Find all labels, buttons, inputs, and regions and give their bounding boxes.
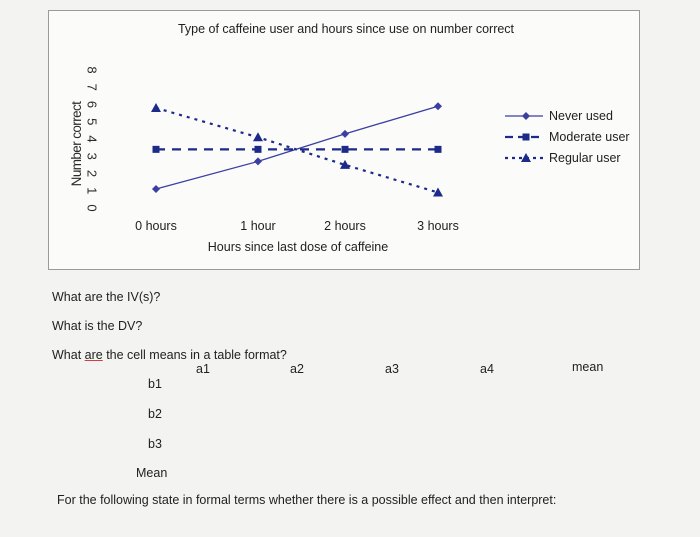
question-cell-means-suffix: the cell means in a table format?	[102, 348, 287, 362]
data-point-moderate-user-1	[254, 145, 262, 153]
legend-label-regular-user: Regular user	[549, 151, 621, 165]
series-line-regular-user	[155, 106, 439, 194]
x-tick-label-0: 0 hours	[135, 219, 177, 233]
question-formal: For the following state in formal terms …	[57, 493, 557, 507]
y-tick-label-1: 1	[85, 187, 100, 194]
data-point-moderate-user-3	[434, 145, 442, 153]
col-header-a4: a4	[480, 362, 494, 376]
question-cell-means: What are the cell means in a table forma…	[52, 348, 287, 362]
legend-label-moderate-user: Moderate user	[549, 130, 630, 144]
y-tick-label-8: 8	[85, 66, 100, 73]
chart-title: Type of caffeine user and hours since us…	[178, 22, 515, 36]
question-iv: What are the IV(s)?	[52, 290, 161, 304]
col-header-mean: mean	[572, 360, 604, 374]
question-cell-means-prefix: What	[52, 348, 85, 362]
series-line-never-used	[155, 105, 439, 190]
y-tick-label-3: 3	[85, 153, 100, 160]
y-tick-label-7: 7	[85, 84, 100, 91]
x-tick-label-1: 1 hour	[240, 219, 275, 233]
chart-frame	[48, 10, 640, 270]
data-point-regular-user-3	[433, 187, 443, 197]
col-header-a1: a1	[196, 362, 210, 376]
question-dv: What is the DV?	[52, 319, 143, 333]
y-axis-label: Number correct	[69, 101, 84, 186]
data-point-moderate-user-2	[341, 145, 349, 153]
data-point-never-used-3	[434, 102, 442, 111]
y-tick-label-5: 5	[85, 118, 100, 125]
data-point-regular-user-0	[151, 102, 161, 112]
col-header-a3: a3	[385, 362, 399, 376]
legend-marker-regular-user	[521, 153, 531, 162]
row-label-b2: b2	[148, 407, 162, 421]
y-tick-label-2: 2	[85, 170, 100, 177]
legend-marker-never-used	[522, 112, 530, 120]
col-header-a2: a2	[290, 362, 304, 376]
data-point-never-used-2	[341, 129, 349, 138]
y-tick-label-6: 6	[85, 101, 100, 108]
data-point-never-used-0	[152, 185, 160, 194]
legend-marker-moderate-user	[522, 133, 530, 141]
question-cell-means-verb: are	[84, 348, 103, 362]
x-axis-label: Hours since last dose of caffeine	[208, 240, 388, 254]
x-tick-label-2: 2 hours	[324, 219, 366, 233]
data-point-regular-user-2	[340, 159, 350, 169]
legend-label-never-used: Never used	[549, 109, 613, 123]
x-tick-label-3: 3 hours	[417, 219, 459, 233]
y-tick-label-4: 4	[85, 135, 100, 142]
row-label-b3: b3	[148, 437, 162, 451]
row-label-b1: b1	[148, 377, 162, 391]
data-point-never-used-1	[254, 157, 262, 166]
line-chart: Type of caffeine user and hours since us…	[69, 22, 630, 254]
data-point-moderate-user-0	[152, 145, 160, 153]
row-label-mean: Mean	[136, 466, 168, 480]
y-tick-label-0: 0	[85, 204, 100, 211]
data-point-regular-user-1	[253, 132, 263, 142]
